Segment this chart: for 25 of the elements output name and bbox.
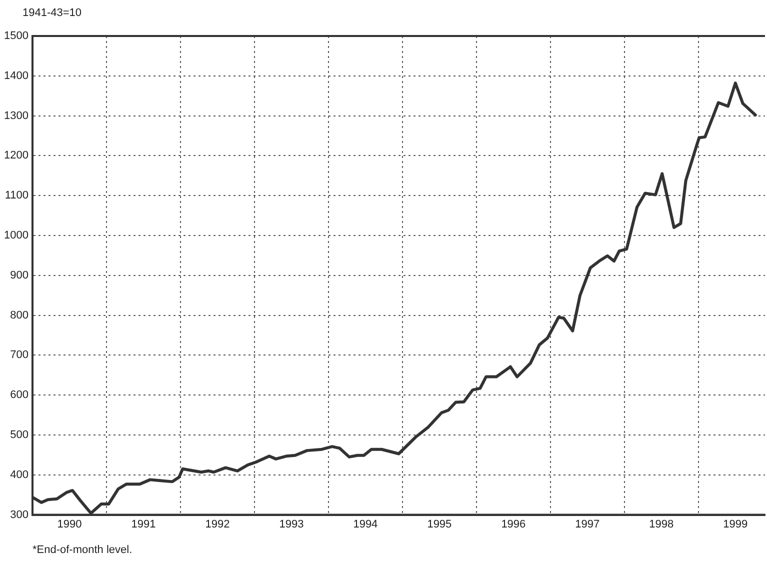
text: *End-of-month level. <box>32 544 132 556</box>
y-tick-label: 400 <box>10 468 28 481</box>
y-axis-title: 1941-43=10 <box>22 7 82 19</box>
x-tick-label: 1990 <box>57 518 82 530</box>
y-tick-label: 1000 <box>4 230 28 242</box>
y-tick-label: 1100 <box>4 190 28 202</box>
x-tick-label: 1999 <box>723 518 748 530</box>
x-tick-label: 1992 <box>205 518 230 530</box>
y-tick-label: 800 <box>10 309 28 322</box>
x-tick-label: 1998 <box>649 518 674 530</box>
x-tick-label: 1993 <box>279 518 304 530</box>
x-tick-label: 1996 <box>501 518 526 530</box>
x-tick-label: 1994 <box>353 518 378 530</box>
y-tick-label: 900 <box>10 269 28 282</box>
y-tick-label: 300 <box>10 508 28 521</box>
y-tick-label: 600 <box>10 389 28 402</box>
x-tick-label: 1995 <box>427 518 452 530</box>
y-tick-label: 1200 <box>4 150 28 162</box>
y-tick-label: 700 <box>10 349 28 362</box>
y-tick-label: 1300 <box>4 110 28 122</box>
x-tick-label: 1997 <box>575 518 600 530</box>
y-tick-label: 500 <box>10 429 28 442</box>
x-tick-label: 1991 <box>131 518 156 530</box>
y-tick-label: 1500 <box>4 30 28 42</box>
y-tick-label: 1400 <box>4 70 28 82</box>
